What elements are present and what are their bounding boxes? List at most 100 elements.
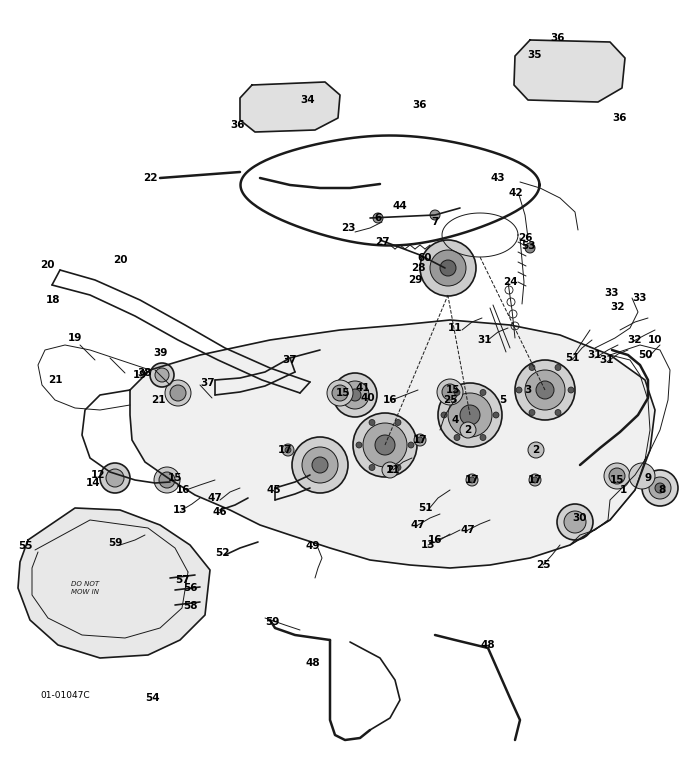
- Text: 55: 55: [18, 541, 32, 551]
- Circle shape: [106, 469, 124, 487]
- Text: 13: 13: [172, 505, 187, 515]
- Text: 35: 35: [528, 50, 542, 60]
- Circle shape: [333, 373, 377, 417]
- Circle shape: [349, 389, 361, 401]
- Text: 16: 16: [176, 485, 190, 495]
- Text: 34: 34: [301, 95, 315, 105]
- Text: 54: 54: [145, 693, 159, 703]
- Circle shape: [430, 250, 466, 286]
- Text: 33: 33: [604, 288, 619, 298]
- Circle shape: [564, 511, 586, 533]
- Circle shape: [395, 420, 401, 426]
- Text: 40: 40: [361, 393, 375, 403]
- Text: 44: 44: [393, 201, 407, 211]
- Circle shape: [466, 474, 478, 486]
- Circle shape: [441, 412, 447, 418]
- Text: 49: 49: [306, 541, 320, 551]
- Text: 36: 36: [230, 120, 245, 130]
- Text: 36: 36: [613, 113, 627, 123]
- Text: 41: 41: [355, 383, 371, 393]
- Circle shape: [150, 363, 174, 387]
- Text: 56: 56: [183, 583, 197, 593]
- Text: 14: 14: [86, 478, 100, 488]
- Text: 50: 50: [638, 350, 652, 360]
- Text: 2: 2: [386, 465, 393, 475]
- Circle shape: [382, 462, 398, 478]
- Circle shape: [555, 365, 561, 371]
- Circle shape: [440, 260, 456, 276]
- Circle shape: [165, 380, 191, 406]
- Text: 2: 2: [464, 425, 472, 435]
- Text: 10: 10: [648, 335, 662, 345]
- Circle shape: [557, 504, 593, 540]
- Text: 6: 6: [375, 213, 382, 223]
- Circle shape: [442, 384, 458, 400]
- Text: 11: 11: [386, 465, 400, 475]
- Text: 39: 39: [152, 348, 167, 358]
- Text: 31: 31: [477, 335, 492, 345]
- Text: 28: 28: [411, 263, 425, 273]
- Text: 48: 48: [481, 640, 495, 650]
- Circle shape: [332, 385, 348, 401]
- Circle shape: [460, 422, 476, 438]
- Text: 45: 45: [267, 485, 282, 495]
- Text: DO NOT
MOW IN: DO NOT MOW IN: [71, 581, 99, 594]
- Text: 22: 22: [143, 173, 157, 183]
- Text: 31: 31: [588, 350, 602, 360]
- Circle shape: [373, 213, 383, 223]
- Text: 01-01047C: 01-01047C: [40, 691, 90, 700]
- Text: 5: 5: [500, 395, 506, 405]
- Text: 12: 12: [91, 470, 106, 480]
- Text: 1: 1: [620, 485, 627, 495]
- Text: 7: 7: [431, 217, 439, 227]
- Text: 31: 31: [600, 355, 614, 365]
- Circle shape: [480, 389, 486, 395]
- Circle shape: [437, 379, 463, 405]
- Text: 25: 25: [443, 395, 457, 405]
- Text: 18: 18: [46, 295, 60, 305]
- Text: 24: 24: [503, 277, 518, 287]
- Text: 58: 58: [183, 601, 197, 611]
- Circle shape: [292, 437, 348, 493]
- Circle shape: [302, 447, 338, 483]
- Text: 15: 15: [168, 473, 182, 483]
- Circle shape: [369, 420, 375, 426]
- Circle shape: [529, 365, 535, 371]
- Text: 21: 21: [150, 395, 165, 405]
- Circle shape: [454, 434, 460, 440]
- Circle shape: [159, 472, 175, 488]
- Text: 32: 32: [611, 302, 625, 312]
- Circle shape: [327, 380, 353, 406]
- Text: 60: 60: [417, 253, 432, 263]
- Text: 16: 16: [428, 535, 442, 545]
- Text: 59: 59: [108, 538, 122, 548]
- Text: 19: 19: [132, 370, 147, 380]
- Circle shape: [528, 442, 544, 458]
- Circle shape: [408, 442, 414, 448]
- Circle shape: [155, 368, 169, 382]
- Circle shape: [525, 243, 535, 253]
- Text: 25: 25: [535, 560, 550, 570]
- Circle shape: [369, 465, 375, 471]
- Text: 57: 57: [175, 575, 189, 585]
- Text: 30: 30: [573, 513, 587, 523]
- Text: 27: 27: [375, 237, 389, 247]
- Circle shape: [420, 240, 476, 296]
- Circle shape: [375, 435, 395, 455]
- Circle shape: [356, 442, 362, 448]
- Text: 20: 20: [40, 260, 55, 270]
- Circle shape: [529, 410, 535, 416]
- Text: 47: 47: [208, 493, 222, 503]
- Text: 43: 43: [491, 173, 505, 183]
- Text: 2: 2: [533, 445, 540, 455]
- Text: 36: 36: [551, 33, 565, 43]
- Polygon shape: [130, 320, 655, 568]
- Text: 51: 51: [417, 503, 432, 513]
- Circle shape: [525, 370, 565, 410]
- Text: 36: 36: [413, 100, 427, 110]
- Circle shape: [516, 387, 522, 393]
- Text: 15: 15: [446, 385, 460, 395]
- Circle shape: [536, 381, 554, 399]
- Circle shape: [282, 444, 294, 456]
- Text: 23: 23: [341, 223, 355, 233]
